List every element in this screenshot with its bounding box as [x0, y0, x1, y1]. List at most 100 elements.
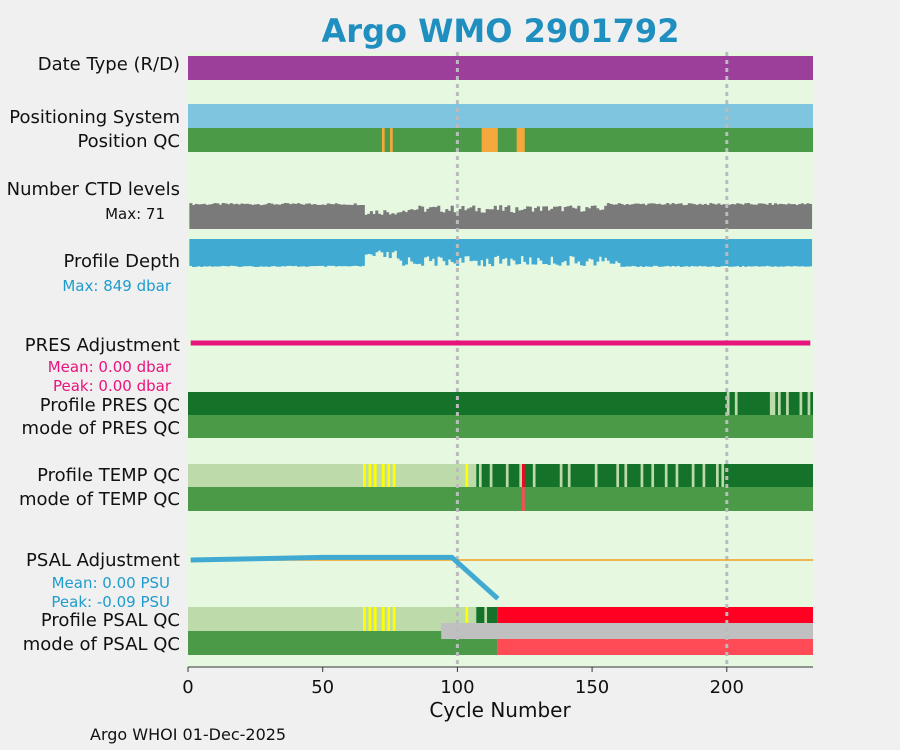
ctd-level-bar — [730, 204, 734, 229]
profile-depth-bar — [307, 239, 311, 267]
profile-depth-bar — [297, 239, 301, 267]
profile-depth-bar — [542, 239, 546, 265]
ctd-level-bar — [275, 204, 279, 229]
ctd-level-bar — [647, 203, 651, 229]
ctd-level-bar — [623, 205, 627, 229]
ctd-level-bar — [383, 210, 387, 229]
ctd-level-bar — [499, 205, 503, 229]
profile-depth-bar — [795, 239, 799, 267]
ctd-level-bar — [213, 203, 217, 229]
profile-depth-bar — [294, 239, 298, 266]
qc-segment-profile-temp-qc — [387, 464, 391, 487]
profile-depth-bar — [523, 239, 527, 262]
ctd-level-bar — [528, 206, 532, 229]
ctd-level-bar — [342, 204, 346, 229]
profile-depth-bar — [504, 239, 508, 259]
ctd-level-bar — [423, 211, 427, 229]
ctd-level-bar — [550, 208, 554, 229]
ctd-level-bar — [674, 204, 678, 229]
ctd-level-bar — [620, 203, 624, 229]
profile-depth-bar — [248, 239, 252, 266]
profile-depth-bar — [561, 239, 565, 263]
profile-depth-bar — [601, 239, 605, 262]
label-psal-adjustment: PSAL Adjustment — [26, 550, 180, 571]
ctd-level-bar — [407, 209, 411, 229]
profile-depth-bar — [701, 239, 705, 267]
ctd-level-bar — [703, 203, 707, 229]
profile-depth-bar — [345, 239, 349, 267]
profile-depth-bar — [730, 239, 734, 267]
profile-depth-bar — [544, 239, 549, 265]
profile-depth-bar — [800, 239, 804, 267]
ctd-level-bar — [641, 203, 646, 229]
profile-depth-bar — [450, 239, 454, 262]
profile-depth-bar — [660, 239, 664, 267]
ctd-level-bar — [779, 203, 783, 229]
ctd-level-bar — [650, 203, 654, 229]
adjustment-lines — [190, 340, 813, 601]
ctd-level-bar — [289, 204, 293, 229]
ctd-level-bar — [321, 204, 325, 229]
profile-depth-bar — [283, 239, 287, 267]
profile-depth-bar — [235, 239, 239, 267]
ctd-level-bar — [625, 204, 629, 229]
ctd-level-bar — [469, 207, 473, 229]
ctd-level-bar — [453, 212, 457, 229]
profile-depth-bar — [407, 239, 411, 258]
profile-depth-bar — [703, 239, 707, 267]
ctd-level-bar — [472, 205, 476, 229]
qc-segment-profile-psal-qc — [381, 607, 385, 631]
profile-depth-bar — [396, 239, 400, 259]
ctd-level-bar — [202, 203, 206, 229]
qc-segment-profile-temp-qc — [721, 464, 725, 487]
profile-depth-bar — [402, 239, 406, 266]
qc-segment-position-qc — [516, 128, 525, 152]
profile-depth-bar — [439, 239, 443, 258]
ctd-level-bar — [612, 204, 616, 229]
ctd-level-bar — [555, 206, 559, 229]
ctd-level-bar — [464, 210, 468, 229]
qc-segment-profile-temp-qc — [664, 464, 668, 487]
qc-segment-profile-pres-qc — [734, 392, 738, 415]
profile-depth-bar — [461, 239, 465, 263]
profile-depth-bar — [256, 239, 260, 267]
ctd-level-bar — [458, 209, 462, 229]
profile-depth-bar — [469, 239, 473, 262]
profile-depth-bar — [356, 239, 360, 266]
profile-depth-bar — [515, 239, 519, 265]
ctd-level-bar — [278, 204, 282, 229]
profile-depth-bar — [232, 239, 236, 266]
profile-depth-bar — [210, 239, 214, 267]
profile-depth-bar — [267, 239, 271, 267]
ctd-level-bar — [714, 204, 718, 229]
profile-depth-bar — [738, 239, 743, 267]
profile-depth-bar — [418, 239, 422, 264]
profile-depth-bar — [361, 239, 365, 266]
ctd-level-bar — [639, 204, 643, 229]
ctd-level-bar — [515, 207, 519, 229]
profile-depth-bar — [458, 239, 462, 259]
profile-depth-bar — [714, 239, 718, 267]
profile-depth-bar — [623, 239, 627, 267]
profile-depth-bar — [741, 239, 745, 266]
profile-depth-bar — [806, 239, 810, 267]
qc-segment-profile-temp-qc — [691, 464, 695, 487]
qc-bands — [188, 56, 813, 655]
ctd-level-bar — [504, 207, 508, 229]
profile-depth-bar — [749, 239, 753, 267]
qc-segment-profile-temp-qc — [675, 464, 679, 487]
ctd-level-bar — [388, 214, 392, 229]
ctd-level-bar — [701, 204, 705, 229]
profile-depth-bar — [367, 239, 371, 254]
ctd-level-bar — [512, 212, 516, 229]
ctd-level-bar — [776, 204, 780, 229]
profile-depth-bar — [388, 239, 392, 259]
depth-max-note: Max: 849 dbar — [62, 277, 171, 295]
profile-depth-bar — [445, 239, 449, 266]
profile-depth-bar — [415, 239, 419, 265]
qc-segment-mode-of-pres-qc — [188, 415, 813, 438]
psal-mean-note: Mean: 0.00 PSU — [52, 574, 170, 592]
ctd-level-bar — [283, 203, 287, 229]
profile-depth-bar — [768, 239, 772, 267]
ctd-level-bar — [561, 211, 565, 229]
